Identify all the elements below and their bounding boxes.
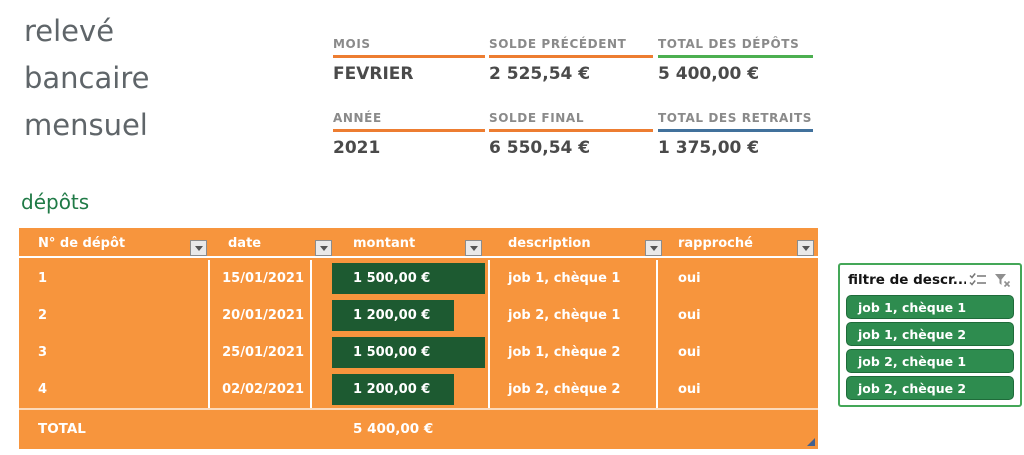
amount-databar: 1 500,00 € xyxy=(332,263,485,294)
slicer-title: filtre de descr... xyxy=(848,272,966,288)
cell-deposit-number[interactable]: 3 xyxy=(38,345,48,360)
slicer-item[interactable]: job 1, chèque 1 xyxy=(846,295,1014,319)
slicer-header: filtre de descr... xyxy=(840,265,1020,293)
stat-solde-precedent: SOLDE PRÉCÉDENT 2 525,54 € xyxy=(489,37,653,84)
stat-label: ANNÉE xyxy=(333,111,485,132)
deposits-table: N° de dépôt date montant description rap… xyxy=(19,228,818,449)
filter-dropdown-button[interactable] xyxy=(315,240,332,256)
column-divider xyxy=(656,260,658,408)
table-row: 4 02/02/2021 1 200,00 € job 2, chèque 2 oui xyxy=(19,371,818,408)
stat-mois: MOIS FEVRIER xyxy=(333,37,485,84)
stat-solde-final: SOLDE FINAL 6 550,54 € xyxy=(489,111,653,158)
filter-dropdown-button[interactable] xyxy=(465,240,482,256)
total-label-cell[interactable]: TOTAL xyxy=(38,421,86,437)
stat-total-retraits: TOTAL DES RETRAITS 1 375,00 € xyxy=(658,111,813,158)
column-header-deposit-number[interactable]: N° de dépôt xyxy=(38,236,126,251)
filter-dropdown-button[interactable] xyxy=(190,240,207,256)
stat-label: TOTAL DES DÉPÔTS xyxy=(658,37,813,58)
cell-description[interactable]: job 1, chèque 2 xyxy=(508,345,621,360)
table-row: 1 15/01/2021 1 500,00 € job 1, chèque 1 oui xyxy=(19,260,818,297)
cell-reconciled[interactable]: oui xyxy=(678,271,701,286)
table-row: 3 25/01/2021 1 500,00 € job 1, chèque 2 oui xyxy=(19,334,818,371)
clear-filter-icon xyxy=(995,274,1011,288)
cell-deposit-number[interactable]: 4 xyxy=(38,382,48,397)
slicer-item[interactable]: job 2, chèque 1 xyxy=(846,349,1014,373)
slicer-item[interactable]: job 2, chèque 2 xyxy=(846,376,1014,400)
stat-value: 5 400,00 € xyxy=(658,64,760,84)
cell-deposit-number[interactable]: 2 xyxy=(38,308,48,323)
stat-total-depots: TOTAL DES DÉPÔTS 5 400,00 € xyxy=(658,37,813,84)
table-header-row: N° de dépôt date montant description rap… xyxy=(19,228,818,258)
title-line: bancaire xyxy=(24,61,150,95)
column-divider xyxy=(488,260,490,408)
cell-date[interactable]: 02/02/2021 xyxy=(222,382,304,397)
chevron-down-icon xyxy=(469,245,478,251)
column-header-reconciled[interactable]: rapproché xyxy=(678,236,753,251)
cell-description[interactable]: job 2, chèque 2 xyxy=(508,382,621,397)
table-row: 2 20/01/2021 1 200,00 € job 2, chèque 1 oui xyxy=(19,297,818,334)
slicer-item[interactable]: job 1, chèque 2 xyxy=(846,322,1014,346)
cell-amount[interactable]: 1 500,00 € xyxy=(310,260,488,297)
stat-value: 6 550,54 € xyxy=(489,138,591,158)
cell-reconciled[interactable]: oui xyxy=(678,345,701,360)
amount-databar: 1 500,00 € xyxy=(332,337,485,368)
total-amount-cell[interactable]: 5 400,00 € xyxy=(353,421,434,437)
cell-description[interactable]: job 2, chèque 1 xyxy=(508,308,621,323)
stat-label: MOIS xyxy=(333,37,485,58)
stat-annee: ANNÉE 2021 xyxy=(333,111,485,158)
chevron-down-icon xyxy=(649,245,658,251)
cell-date[interactable]: 25/01/2021 xyxy=(222,345,304,360)
cell-deposit-number[interactable]: 1 xyxy=(38,271,48,286)
stat-label: SOLDE PRÉCÉDENT xyxy=(489,37,653,58)
cell-description[interactable]: job 1, chèque 1 xyxy=(508,271,621,286)
total-row: TOTAL 5 400,00 € xyxy=(19,410,818,449)
table-resize-handle[interactable] xyxy=(807,438,815,446)
amount-databar: 1 200,00 € xyxy=(332,300,454,331)
clear-filter-button[interactable] xyxy=(990,271,1014,289)
stat-label: TOTAL DES RETRAITS xyxy=(658,111,813,132)
stat-value: FEVRIER xyxy=(333,64,414,84)
deposits-section-label: dépôts xyxy=(21,190,90,214)
description-slicer: filtre de descr... job 1, chèque 1 job 1,… xyxy=(838,263,1022,407)
chevron-down-icon xyxy=(194,245,203,251)
cell-amount[interactable]: 1 200,00 € xyxy=(310,371,488,408)
amount-databar: 1 200,00 € xyxy=(332,374,454,405)
multi-select-icon xyxy=(969,273,986,286)
title-line: relevé xyxy=(24,14,115,48)
cell-amount[interactable]: 1 200,00 € xyxy=(310,297,488,334)
column-header-date[interactable]: date xyxy=(228,236,262,251)
table-body: 1 15/01/2021 1 500,00 € job 1, chèque 1 oui 2… xyxy=(19,260,818,408)
filter-dropdown-button[interactable] xyxy=(645,240,662,256)
column-header-description[interactable]: description xyxy=(508,236,591,251)
cell-reconciled[interactable]: oui xyxy=(678,308,701,323)
column-divider xyxy=(310,260,312,408)
multi-select-button[interactable] xyxy=(966,271,990,289)
total-separator xyxy=(19,408,818,410)
stat-value: 1 375,00 € xyxy=(658,138,760,158)
stat-value: 2021 xyxy=(333,138,381,158)
column-divider xyxy=(208,260,210,408)
cell-date[interactable]: 20/01/2021 xyxy=(222,308,304,323)
stat-value: 2 525,54 € xyxy=(489,64,591,84)
chevron-down-icon xyxy=(319,245,328,251)
filter-dropdown-button[interactable] xyxy=(797,240,814,256)
title-line: mensuel xyxy=(24,108,148,142)
column-header-amount[interactable]: montant xyxy=(353,236,416,251)
cell-reconciled[interactable]: oui xyxy=(678,382,701,397)
chevron-down-icon xyxy=(801,245,810,251)
stat-label: SOLDE FINAL xyxy=(489,111,653,132)
cell-amount[interactable]: 1 500,00 € xyxy=(310,334,488,371)
cell-date[interactable]: 15/01/2021 xyxy=(222,271,304,286)
page-title: relevé bancaire mensuel xyxy=(24,8,149,149)
slicer-item-list: job 1, chèque 1 job 1, chèque 2 job 2, chè… xyxy=(840,293,1020,400)
